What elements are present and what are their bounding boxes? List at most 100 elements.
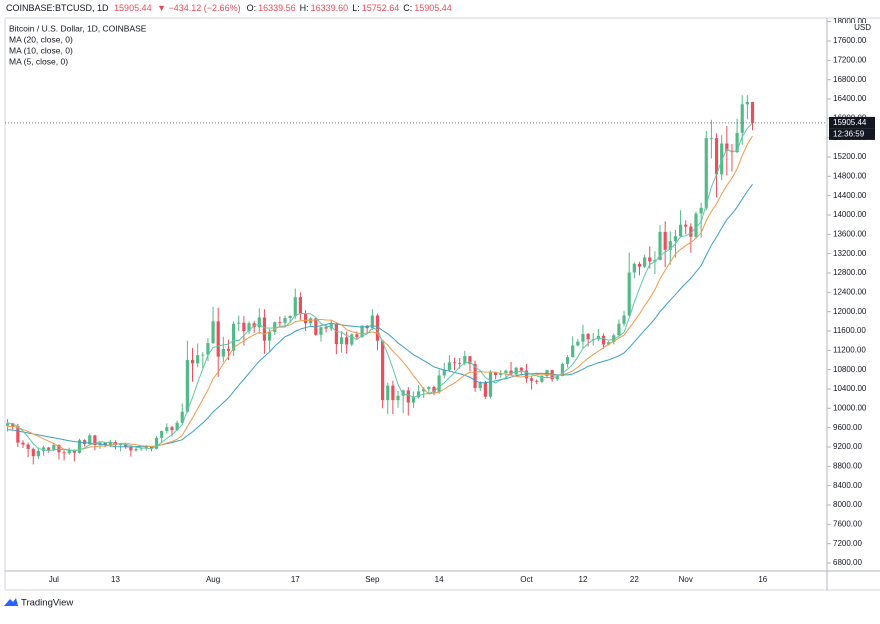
candle-body — [478, 382, 482, 389]
x-tick-label: Jul — [49, 575, 59, 584]
candle-body — [427, 387, 431, 389]
candle-body — [627, 272, 631, 316]
y-tick-label: 8000.00 — [833, 500, 862, 509]
candle-body — [283, 317, 287, 323]
header-price: 15905.44 — [114, 3, 152, 13]
ohlc-label: O: — [247, 3, 257, 13]
x-tick-label: 13 — [111, 575, 120, 584]
y-tick-label: 17200.00 — [833, 55, 867, 64]
candle-body — [72, 449, 76, 453]
candle-body — [607, 342, 611, 345]
candle-body — [154, 437, 159, 449]
candle-body — [185, 359, 189, 412]
candle-body — [21, 442, 25, 445]
candle-body — [473, 363, 477, 389]
brand-text: TradingView — [21, 598, 73, 609]
candle-body — [437, 375, 441, 393]
candle-body — [447, 362, 451, 371]
candle-body — [62, 452, 66, 454]
candle-body — [149, 446, 154, 449]
y-tick-label: 12800.00 — [833, 268, 867, 277]
legend: MA (20, close, 0)MA (10, close, 0)MA (5,… — [9, 34, 73, 66]
candle-body — [704, 138, 708, 208]
candle-body — [694, 213, 698, 237]
candle-body — [648, 257, 652, 262]
candle-body — [709, 138, 713, 139]
candle-body — [267, 331, 272, 341]
brand-logo — [4, 598, 18, 606]
candle-body — [190, 359, 195, 364]
candle-body — [298, 297, 302, 314]
candle-body — [124, 444, 128, 447]
candle-body — [391, 385, 395, 401]
candle-body — [637, 263, 642, 267]
candle-body — [180, 411, 184, 423]
currency: USD — [854, 23, 871, 32]
header-change: ▼ −434.12 (−2.66%) — [157, 3, 240, 13]
candle-body — [221, 348, 225, 357]
candle-body — [514, 367, 518, 375]
candle-body — [422, 388, 426, 392]
candle-body — [678, 224, 683, 237]
candle-body — [555, 375, 559, 380]
candle-body — [88, 435, 92, 445]
candle-body — [411, 397, 416, 403]
ohlc-label: H: — [300, 3, 309, 13]
candle-body — [47, 447, 51, 450]
candle-body — [540, 375, 544, 382]
candle-body — [576, 341, 580, 346]
candle-body — [375, 315, 380, 341]
y-tick-label: 15200.00 — [833, 152, 867, 161]
candle-body — [216, 321, 220, 357]
candle-body — [31, 448, 35, 457]
candle-body — [77, 440, 82, 453]
y-tick-label: 17600.00 — [833, 36, 867, 45]
candle-body — [530, 378, 534, 381]
ohlc-label: C: — [403, 3, 412, 13]
candle-body — [535, 380, 539, 382]
x-tick-label: 17 — [291, 575, 300, 584]
candle-body — [673, 236, 678, 242]
countdown-tag — [829, 128, 875, 140]
y-tick-label: 14800.00 — [833, 171, 867, 180]
candle-body — [273, 322, 277, 332]
candle-body — [319, 327, 323, 335]
candle-body — [699, 207, 703, 214]
candle-body — [735, 132, 739, 153]
legend-title: Bitcoin / U.S. Dollar, 1D, COINBASE — [9, 23, 147, 33]
candle-body — [396, 395, 400, 401]
y-tick-label: 9200.00 — [833, 442, 862, 451]
candle-body — [750, 101, 755, 123]
candle-body — [509, 370, 513, 375]
candle-body — [632, 263, 636, 273]
candle-body — [468, 356, 472, 364]
y-tick-label: 13200.00 — [833, 249, 867, 258]
y-tick-label: 16400.00 — [833, 94, 867, 103]
candle-body — [196, 355, 200, 364]
y-tick-label: 10800.00 — [833, 365, 867, 374]
plot-frame — [4, 17, 880, 591]
candle-body — [52, 445, 56, 450]
x-tick-label: Aug — [206, 575, 220, 584]
legend-entry: MA (10, close, 0) — [9, 45, 73, 55]
axis: 6800.00 7200.00 7600.00 8000.00 8400.00 8800.… — [49, 17, 879, 584]
x-tick-label: 14 — [435, 575, 444, 584]
candle-body — [689, 226, 693, 237]
candle-body — [643, 257, 647, 267]
candle-body — [119, 444, 123, 446]
candle-body — [288, 316, 292, 318]
header: COINBASE:BTCUSD, 1D 15905.44 ▼ −434.12 (… — [6, 3, 452, 13]
price-tag — [829, 116, 875, 129]
candle-body — [622, 315, 626, 324]
candle-body — [560, 363, 565, 376]
candle-body — [355, 334, 359, 338]
candle-body — [432, 387, 436, 393]
ohlc: O: 16339.56 H: 16339.60 L: 15752.64 C: 15905.44 — [247, 3, 452, 13]
candle-body — [324, 327, 328, 329]
candle-body — [658, 231, 662, 260]
candle-body — [175, 422, 179, 431]
candle-body — [262, 317, 267, 341]
candle-body — [601, 335, 606, 345]
